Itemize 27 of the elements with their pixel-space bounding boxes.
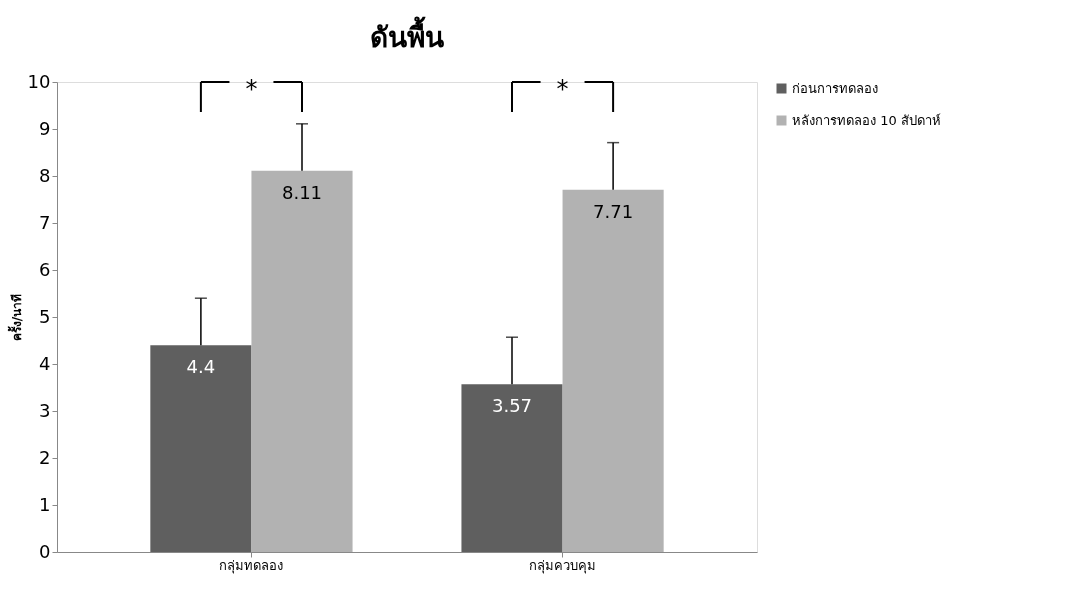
y-tick-label: 7 [39, 211, 51, 233]
data-label: 8.11 [281, 181, 323, 203]
y-tick-label: 2 [39, 446, 51, 468]
data-label: 4.4 [186, 356, 216, 378]
data-label: 3.57 [491, 395, 533, 417]
y-tick-label: 4 [39, 352, 51, 374]
y-tick-label: 9 [39, 117, 51, 139]
y-axis-title: ครั้ง/นาที [6, 293, 24, 342]
y-tick-label: 0 [39, 540, 51, 562]
x-tick-label: กลุ่มควบคุม [529, 557, 597, 574]
y-tick-label: 5 [39, 305, 51, 327]
bar [251, 170, 353, 552]
legend-label: ก่อนการทดลอง [792, 80, 878, 96]
bar [562, 189, 664, 552]
annotation: * [245, 75, 258, 103]
y-tick-label: 8 [39, 164, 51, 186]
bar [150, 345, 252, 552]
y-tick-label: 6 [39, 258, 51, 280]
legend-label: หลังการทดลอง 10 สัปดาห์ [792, 112, 941, 128]
y-tick-label: 10 [27, 70, 51, 92]
annotation: * [556, 75, 569, 103]
y-tick-label: 3 [39, 399, 51, 421]
chart-title: ดันพื้น [370, 16, 444, 54]
bar [461, 384, 563, 552]
data-label: 7.71 [593, 200, 634, 222]
x-tick-label: กลุ่มทดลอง [219, 557, 284, 574]
y-tick-label: 1 [39, 493, 51, 515]
